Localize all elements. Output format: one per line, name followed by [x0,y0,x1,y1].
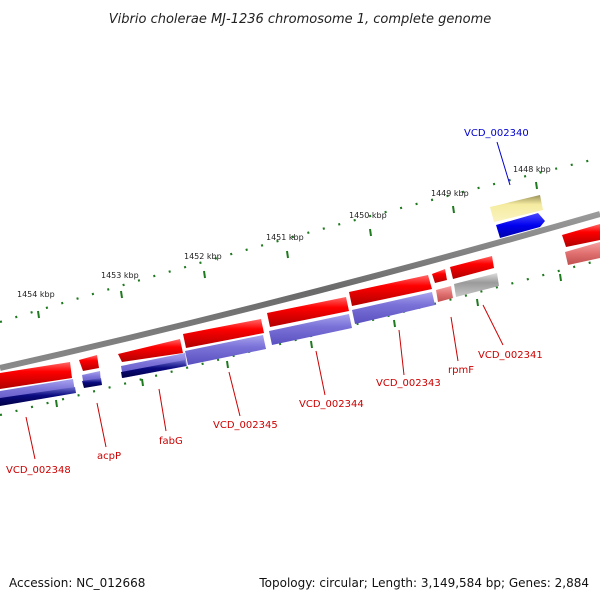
major-tick [393,319,396,328]
major-tick [203,270,206,279]
gene-label-rpmf[interactable]: rpmF [448,365,474,376]
gene-feature[interactable] [454,273,499,297]
gene-feature[interactable] [436,286,453,302]
tick-label-1449: 1449 kbp [431,189,469,198]
gene-feature[interactable] [352,292,435,324]
inner-major-ticks [55,273,562,408]
gene-feature[interactable] [0,387,76,406]
inner-feature-track [0,242,600,406]
major-tick [55,399,58,408]
connector-fabg [158,388,167,432]
gene-label-acpp[interactable]: acpP [97,451,121,462]
gene-feature[interactable] [565,242,600,265]
outer-feature-track [0,224,600,389]
gene-label-vcd-002344[interactable]: VCD_002344 [299,399,364,410]
gene-label-vcd-002348[interactable]: VCD_002348 [6,465,71,476]
label-connectors [25,141,511,460]
genome-summary-text: Topology: circular; Length: 3,149,584 bp… [259,576,589,590]
gene-feature[interactable] [121,360,186,378]
genome-backbone [0,211,600,371]
gene-feature[interactable] [269,314,352,345]
gene-label-vcd-002345[interactable]: VCD_002345 [213,420,278,431]
tick-label-1451: 1451 kbp [266,233,304,242]
connector-vcd-002345 [228,371,241,417]
gene-feature[interactable] [82,378,102,388]
major-tick [559,273,562,282]
major-tick [226,360,229,369]
connector-vcd-002344 [315,350,326,396]
gene-label-vcd-002340[interactable]: VCD_002340 [464,128,529,139]
gene-feature[interactable] [185,335,266,365]
tick-label-1448: 1448 kbp [513,165,551,174]
accession-text: Accession: NC_012668 [9,576,146,590]
connector-vcd-002340 [496,141,511,186]
major-tick [369,228,372,237]
gene-feature-vcd-002340-yellow[interactable] [490,195,543,222]
tick-label-1454: 1454 kbp [17,290,55,299]
cds-feature[interactable] [0,362,72,389]
major-tick [310,340,313,349]
gene-labels: VCD_002340 VCD_002341 rpmF VCD_002343 VC… [6,128,543,476]
major-ticks [37,181,538,319]
major-tick [452,205,455,214]
gene-label-vcd-002341[interactable]: VCD_002341 [478,350,543,361]
connector-vcd-002343 [398,329,405,376]
major-tick [535,181,538,190]
tick-label-1453: 1453 kbp [101,271,139,280]
cds-feature[interactable] [349,275,432,306]
cds-feature[interactable] [450,256,494,279]
cds-feature[interactable] [267,297,349,327]
cds-feature[interactable] [562,224,600,247]
gene-label-fabg[interactable]: fabG [159,436,183,447]
connector-rpmf [450,316,459,362]
cds-feature[interactable] [79,355,99,371]
major-tick [141,378,144,387]
major-tick [286,250,289,259]
tick-label-1452: 1452 kbp [184,252,222,261]
connector-vcd-002348 [25,416,36,460]
connector-acpp [96,402,107,448]
major-tick [37,310,40,319]
tick-label-1450: 1450 kbp [349,211,387,220]
connector-vcd-002341 [482,304,504,346]
gene-feature-vcd-002340-blue[interactable] [496,213,545,238]
map-title: Vibrio cholerae MJ-1236 chromosome 1, co… [109,12,491,27]
major-tick [476,298,479,307]
major-tick [120,290,123,299]
cds-feature[interactable] [118,339,183,362]
cds-feature[interactable] [432,269,447,283]
gene-label-vcd-002343[interactable]: VCD_002343 [376,378,441,389]
cds-feature[interactable] [183,319,264,348]
